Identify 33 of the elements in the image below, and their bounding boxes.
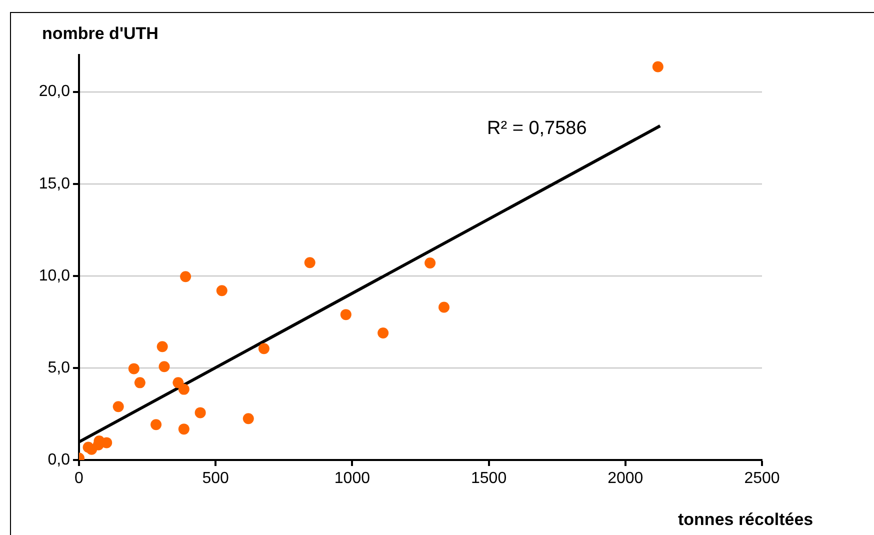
x-tick-label: 2500 — [744, 470, 780, 488]
point — [158, 361, 170, 372]
x-tick-label: 500 — [202, 470, 230, 488]
point — [180, 271, 192, 282]
point — [304, 257, 316, 268]
point — [156, 341, 168, 352]
y-axis-title: nombre d'UTH — [42, 24, 158, 44]
annotation: R² = 0,7586 — [487, 118, 587, 140]
point — [258, 343, 270, 354]
x-tick-label: 1500 — [471, 470, 507, 488]
point — [134, 377, 146, 388]
point — [340, 309, 352, 320]
x-axis-title: tonnes récoltées — [678, 510, 814, 530]
y-tick-label: 5,0 — [48, 359, 70, 376]
point — [150, 419, 162, 430]
y-tick-label: 0,0 — [48, 451, 70, 468]
y-tick-label: 15,0 — [38, 175, 70, 192]
point — [128, 363, 140, 374]
point — [424, 258, 436, 269]
point — [652, 61, 664, 72]
point — [194, 407, 206, 418]
x-tick-label: 1000 — [334, 470, 370, 488]
x-tick-label: 2000 — [608, 470, 644, 488]
point — [112, 401, 124, 412]
x-tick-label: 0 — [74, 470, 84, 488]
point — [378, 327, 389, 338]
point — [438, 302, 450, 313]
point — [216, 285, 228, 296]
y-tick-label: 10,0 — [38, 267, 70, 284]
y-tick-label: 20,0 — [38, 83, 70, 100]
point — [178, 384, 190, 395]
point — [178, 424, 190, 435]
point — [242, 413, 254, 424]
